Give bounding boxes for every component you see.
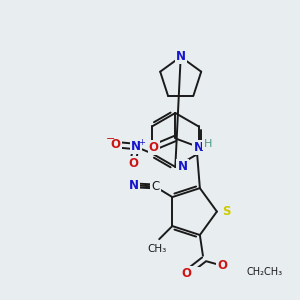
Text: O: O (111, 139, 121, 152)
Text: N: N (176, 50, 186, 63)
Text: N: N (194, 141, 203, 154)
Text: N: N (131, 140, 141, 153)
Text: +: + (138, 138, 145, 147)
Text: O: O (149, 141, 159, 154)
Text: N: N (178, 160, 188, 173)
Text: O: O (217, 259, 227, 272)
Text: CH₃: CH₃ (147, 244, 167, 254)
Text: H: H (203, 139, 212, 149)
Text: CH₂CH₃: CH₂CH₃ (247, 267, 283, 277)
Text: O: O (182, 267, 192, 280)
Text: N: N (129, 179, 139, 192)
Text: −: − (106, 134, 115, 144)
Text: S: S (222, 205, 231, 218)
Text: cyano: cyano (136, 173, 153, 178)
Text: C: C (151, 180, 160, 193)
Text: O: O (128, 157, 139, 170)
